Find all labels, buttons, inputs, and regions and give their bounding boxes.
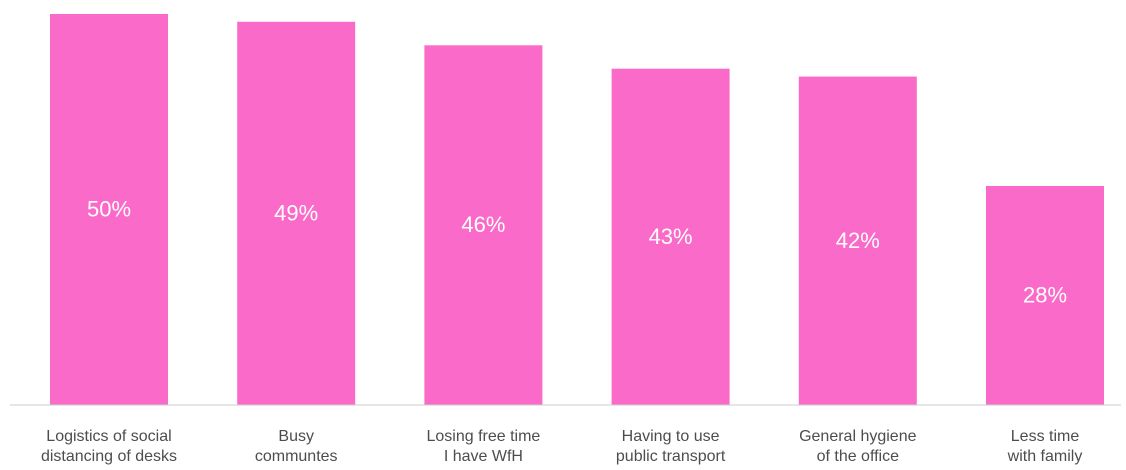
category-label-line: I have WfH xyxy=(444,448,523,465)
bar-0 xyxy=(50,14,168,405)
category-labels-group: Logistics of social distancing of desks Bu… xyxy=(41,428,1082,465)
category-label-0: Logistics of social distancing of desks xyxy=(41,428,177,465)
category-label-line: with family xyxy=(1007,448,1083,465)
category-label-line: Having to use xyxy=(622,428,720,445)
category-label-5: Less time with family xyxy=(1007,428,1083,465)
category-label-line: General hygiene xyxy=(799,428,917,445)
bar-3 xyxy=(611,68,730,405)
category-label-line: of the office xyxy=(817,448,900,465)
bar-5 xyxy=(986,186,1104,405)
bar-value-label-5: 28% xyxy=(1023,283,1067,308)
category-label-2: Losing free time I have WfH xyxy=(426,428,540,465)
bars-group: 50% 49% 46% 43% 42% 28% xyxy=(50,14,1104,406)
bar-1 xyxy=(237,21,356,406)
bar-4 xyxy=(798,76,917,405)
bar-value-label-0: 50% xyxy=(87,197,131,222)
category-label-line: Less time xyxy=(1011,428,1080,445)
bar-2 xyxy=(424,45,543,406)
category-label-line: Busy xyxy=(278,428,314,445)
category-label-line: Losing free time xyxy=(426,428,540,445)
bar-value-label-1: 49% xyxy=(274,200,318,225)
bar-value-label-2: 46% xyxy=(461,212,505,237)
category-label-line: distancing of desks xyxy=(41,448,177,465)
category-label-line: communtes xyxy=(255,448,338,465)
category-label-1: Busy communtes xyxy=(255,428,338,465)
bar-value-label-3: 43% xyxy=(649,224,693,249)
category-label-line: public transport xyxy=(616,448,726,465)
category-label-4: General hygiene of the office xyxy=(799,428,917,465)
bar-value-label-4: 42% xyxy=(836,228,880,253)
category-label-3: Having to use public transport xyxy=(616,428,726,465)
category-label-line: Logistics of social xyxy=(46,428,171,445)
